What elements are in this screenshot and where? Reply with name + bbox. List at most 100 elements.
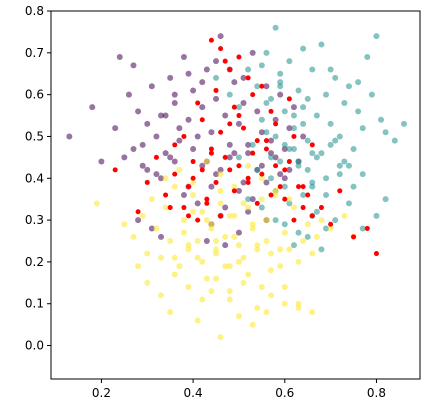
data-point — [208, 183, 215, 190]
data-point — [245, 175, 251, 181]
data-point — [355, 79, 362, 86]
data-point — [213, 246, 220, 253]
data-point — [300, 104, 307, 111]
data-point — [222, 233, 229, 240]
data-point — [355, 108, 362, 115]
data-point — [286, 125, 293, 132]
data-point — [250, 92, 256, 98]
data-point — [171, 183, 178, 190]
data-point — [258, 284, 265, 290]
data-point — [286, 146, 293, 152]
data-point — [176, 125, 183, 132]
data-point — [190, 175, 196, 181]
data-point — [135, 263, 142, 270]
data-point — [139, 162, 146, 169]
data-point — [190, 208, 197, 215]
data-point — [300, 205, 306, 211]
data-point — [112, 125, 119, 132]
data-point — [263, 129, 270, 136]
data-point — [382, 129, 389, 136]
data-point — [277, 70, 284, 77]
data-point — [290, 242, 297, 249]
x-tick-label: 0.8 — [367, 386, 386, 400]
data-point — [258, 175, 265, 182]
data-point — [203, 66, 210, 73]
data-point — [89, 104, 96, 111]
data-point — [208, 221, 215, 228]
data-point — [337, 188, 343, 194]
data-point — [272, 192, 279, 198]
data-point — [135, 209, 141, 215]
data-point — [281, 221, 288, 228]
data-point — [222, 263, 229, 270]
data-point — [176, 166, 183, 173]
y-tick-label: 0.1 — [25, 297, 44, 311]
data-point — [235, 154, 242, 161]
data-point — [272, 217, 279, 224]
data-point — [245, 271, 252, 278]
data-point — [263, 138, 269, 144]
data-point — [158, 112, 165, 119]
data-point — [318, 246, 325, 253]
data-point — [236, 163, 242, 169]
data-point — [217, 334, 224, 341]
data-point — [171, 158, 178, 165]
data-point — [277, 184, 283, 190]
data-point — [290, 204, 297, 211]
data-point — [382, 196, 389, 203]
data-point — [268, 292, 275, 299]
data-point — [290, 112, 297, 119]
data-point — [199, 296, 206, 303]
data-point — [181, 133, 187, 139]
data-point — [254, 166, 261, 173]
data-point — [268, 192, 274, 198]
data-point — [350, 183, 357, 190]
data-point — [318, 205, 324, 211]
data-point — [364, 225, 370, 231]
data-point — [235, 187, 242, 194]
data-point — [217, 187, 224, 194]
data-point — [281, 284, 288, 290]
data-point — [378, 116, 385, 123]
data-point — [125, 91, 132, 98]
data-point — [213, 250, 220, 257]
data-point — [162, 112, 169, 119]
data-point — [291, 217, 297, 223]
data-point — [328, 221, 334, 227]
data-point — [368, 91, 375, 98]
data-point — [144, 250, 151, 257]
data-point — [112, 167, 118, 173]
data-point — [304, 221, 311, 228]
data-point — [313, 233, 320, 240]
data-point — [235, 229, 242, 236]
data-point — [295, 158, 302, 165]
data-point — [231, 183, 238, 190]
data-point — [240, 254, 247, 261]
y-tick-label: 0.2 — [25, 255, 44, 269]
data-point — [327, 120, 334, 127]
data-point — [167, 238, 174, 244]
data-point — [139, 212, 146, 219]
data-point — [300, 184, 306, 190]
data-point — [190, 159, 196, 165]
data-point — [300, 133, 307, 140]
data-point — [167, 309, 174, 316]
data-point — [364, 54, 371, 60]
data-point — [286, 96, 292, 102]
data-point — [281, 108, 288, 115]
data-point — [135, 108, 142, 115]
data-point — [240, 179, 247, 186]
series-1 — [213, 24, 407, 253]
data-point — [194, 254, 201, 261]
data-point — [300, 45, 307, 52]
data-point — [213, 171, 220, 178]
data-point — [250, 150, 256, 156]
data-point — [93, 200, 100, 207]
data-point — [263, 146, 269, 152]
data-point — [217, 200, 224, 207]
data-point — [327, 141, 334, 148]
data-point — [281, 300, 288, 307]
data-point — [309, 142, 315, 148]
data-point — [309, 213, 315, 219]
